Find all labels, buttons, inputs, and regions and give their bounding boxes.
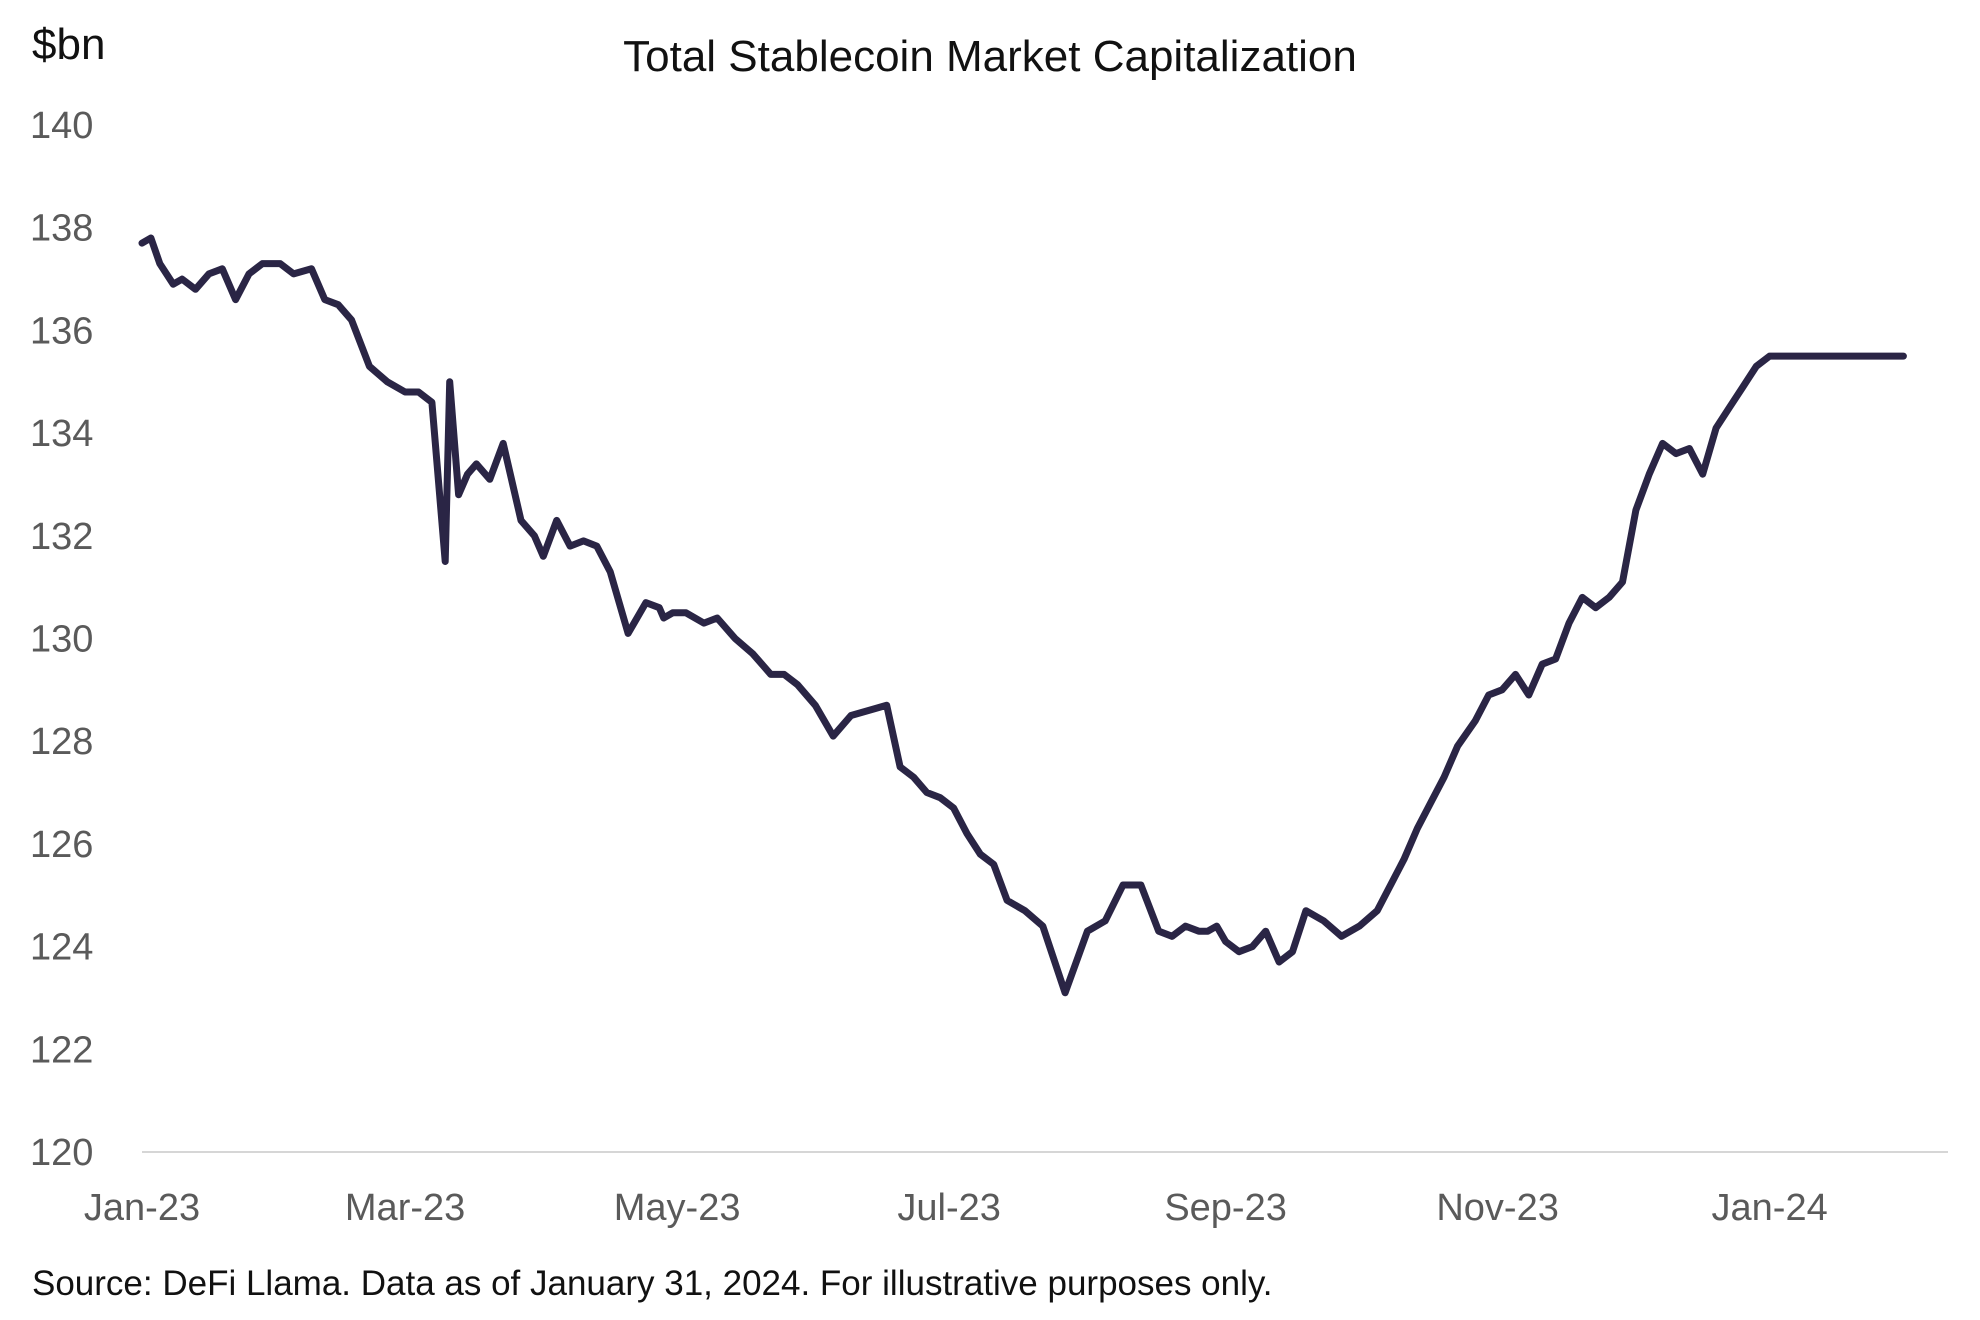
x-axis-ticks: Jan-23 Mar-23 May-23 Jul-23 Sep-23 Nov-23 Jan-… xyxy=(84,1187,1828,1229)
x-tick-label: Nov-23 xyxy=(1436,1187,1559,1229)
y-tick-label: 136 xyxy=(30,310,93,352)
x-tick-label: Jan-24 xyxy=(1712,1187,1828,1229)
y-tick-label: 132 xyxy=(30,516,93,558)
x-tick-label: Sep-23 xyxy=(1164,1187,1287,1229)
y-tick-label: 138 xyxy=(30,208,93,250)
y-tick-label: 140 xyxy=(30,105,93,147)
y-tick-label: 122 xyxy=(30,1029,93,1071)
x-tick-label: Jul-23 xyxy=(897,1187,1001,1229)
source-note: Source: DeFi Llama. Data as of January 3… xyxy=(32,1264,1273,1303)
y-tick-label: 126 xyxy=(30,824,93,866)
chart-title: Total Stablecoin Market Capitalization xyxy=(623,32,1357,81)
x-tick-label: Jan-23 xyxy=(84,1187,200,1229)
y-tick-label: 134 xyxy=(30,413,93,455)
y-tick-label: 120 xyxy=(30,1132,93,1174)
y-axis-ticks: 120 122 124 126 128 130 132 134 136 138 140 xyxy=(30,105,93,1174)
y-tick-label: 124 xyxy=(30,927,93,969)
x-tick-label: May-23 xyxy=(614,1187,741,1229)
y-tick-label: 130 xyxy=(30,619,93,661)
x-tick-label: Mar-23 xyxy=(345,1187,465,1229)
series-line-total-stablecoin-market-cap xyxy=(138,234,1907,997)
y-tick-label: 128 xyxy=(30,721,93,763)
y-axis-unit-label: $bn xyxy=(32,20,106,69)
